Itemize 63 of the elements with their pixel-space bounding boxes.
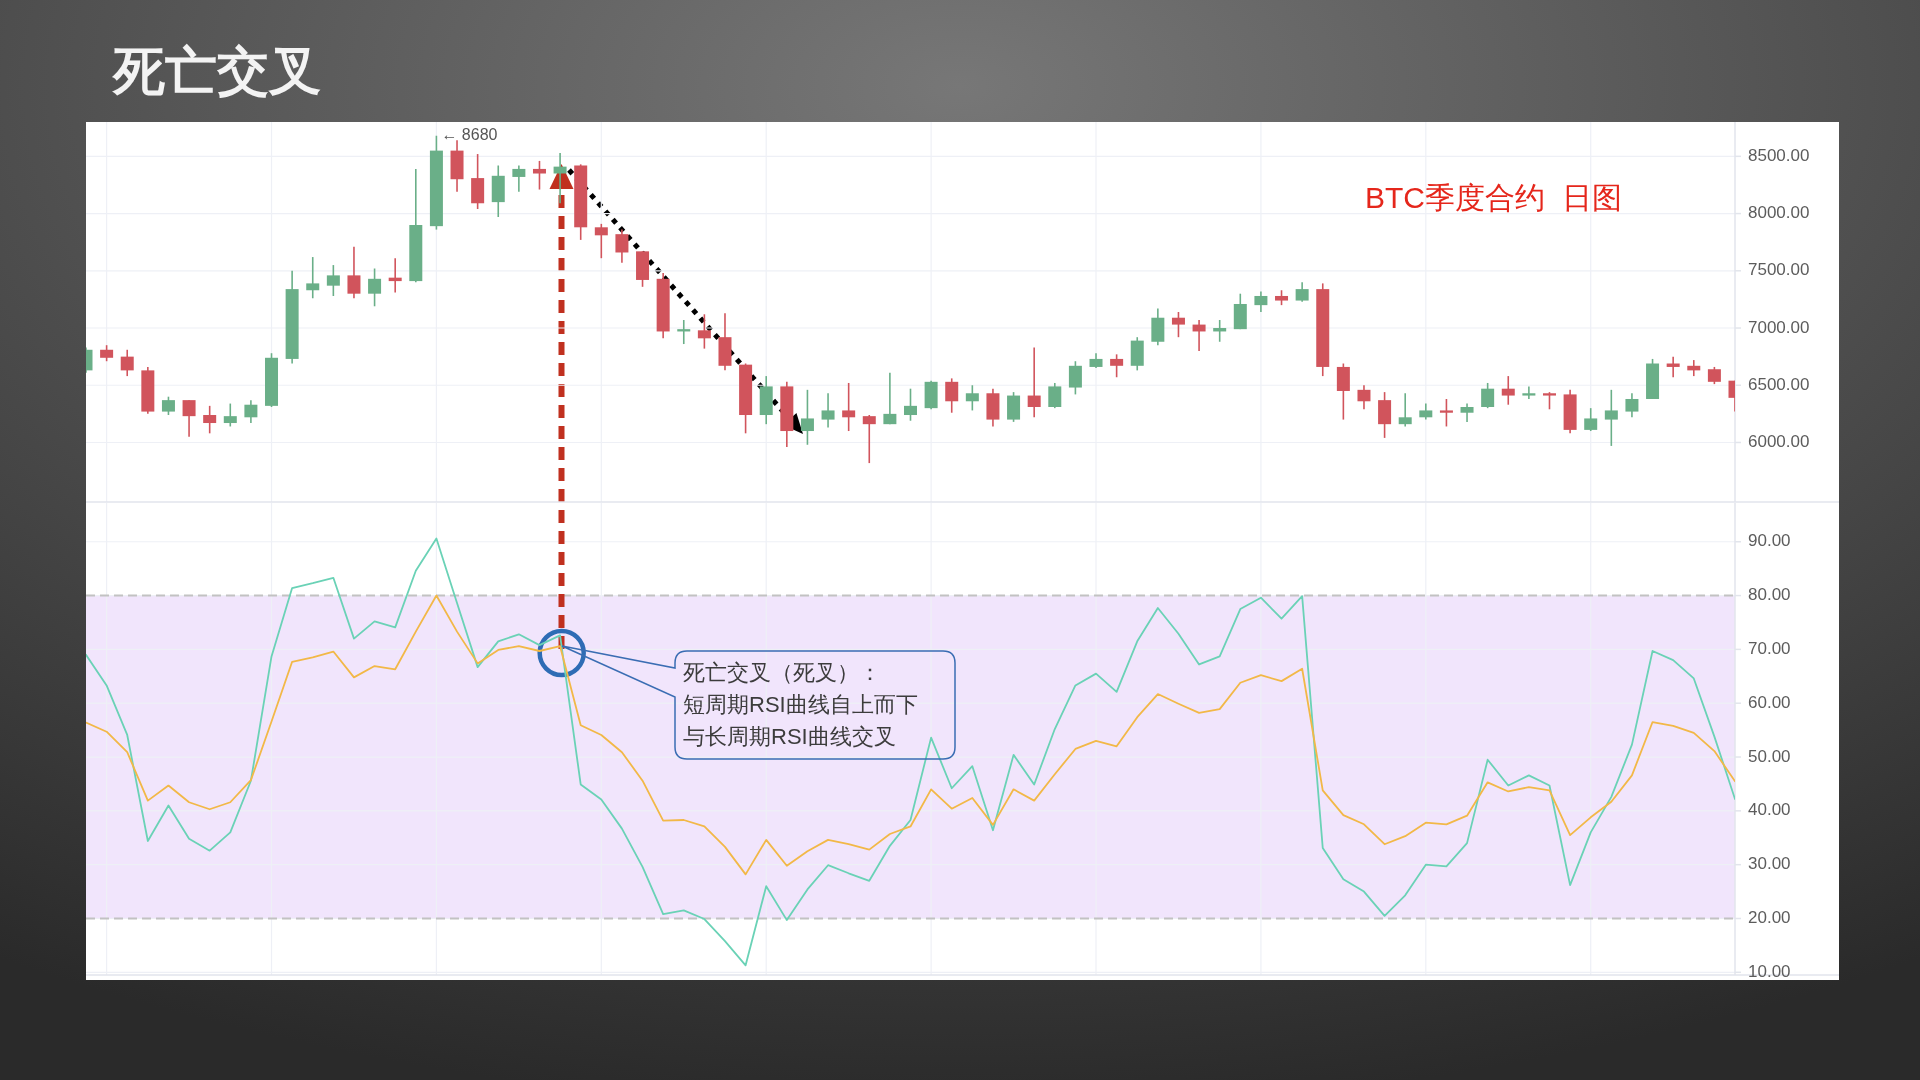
candlestick xyxy=(1398,392,1412,428)
y-tick-label: 90.00 xyxy=(1748,531,1791,551)
y-tick-label: 7500.00 xyxy=(1748,260,1810,280)
y-tick-label: 80.00 xyxy=(1748,585,1791,605)
candlestick xyxy=(347,245,361,300)
candlestick xyxy=(1625,392,1639,419)
candlestick xyxy=(965,384,979,412)
line-series xyxy=(86,537,1735,967)
candlestick xyxy=(1439,398,1453,428)
y-tick-label: 8500.00 xyxy=(1748,145,1810,165)
candlestick xyxy=(120,348,134,377)
candlestick xyxy=(1357,384,1371,411)
candlestick xyxy=(697,313,711,350)
candlestick xyxy=(1171,311,1185,338)
candlestick xyxy=(1110,353,1124,379)
candlestick xyxy=(1584,407,1598,432)
candlestick xyxy=(883,371,897,425)
candlestick xyxy=(1501,375,1515,406)
y-tick-label: 50.00 xyxy=(1748,746,1791,766)
candlestick xyxy=(904,387,917,422)
candlestick xyxy=(306,256,320,300)
candlestick xyxy=(1027,346,1041,419)
y-tick-label: 60.00 xyxy=(1748,692,1791,712)
candlestick xyxy=(203,405,217,435)
annotation: ← 8680 xyxy=(441,125,498,143)
y-tick-label: 6500.00 xyxy=(1748,374,1810,394)
candlestick xyxy=(1522,385,1536,400)
candlestick xyxy=(862,414,876,464)
candlestick xyxy=(326,264,340,297)
candlestick xyxy=(1481,382,1495,409)
candlestick xyxy=(594,223,608,259)
y-tick-label: 10.00 xyxy=(1748,961,1791,981)
candlestick xyxy=(368,267,382,308)
y-tick-label: 40.00 xyxy=(1748,800,1791,820)
candlestick xyxy=(161,395,175,416)
candlestick xyxy=(512,164,526,193)
candlestick xyxy=(800,389,814,446)
y-tick-label: 8000.00 xyxy=(1748,203,1810,223)
candlestick xyxy=(553,152,567,205)
candlestick xyxy=(1254,290,1268,313)
y-tick-label: 20.00 xyxy=(1748,907,1791,927)
candlestick xyxy=(1604,389,1618,447)
candlestick xyxy=(223,402,237,428)
y-tick-label: 6000.00 xyxy=(1748,431,1810,451)
candlestick xyxy=(182,399,196,438)
annotation: 短周期RSI曲线自上而下 xyxy=(683,692,918,717)
candlestick xyxy=(532,160,546,191)
chart-title: 死亡交叉 xyxy=(111,42,321,100)
candlestick xyxy=(821,392,835,429)
y-tick-label: 7000.00 xyxy=(1748,317,1810,337)
candlestick xyxy=(615,228,629,264)
annotation: BTC季度合约 日图 xyxy=(1365,181,1622,214)
y-tick-label: 30.00 xyxy=(1748,854,1791,874)
candlestick xyxy=(1068,360,1082,396)
annotation: 与长周期RSI曲线交叉 xyxy=(683,724,896,749)
candlestick xyxy=(1460,402,1474,423)
candlestick xyxy=(1295,281,1309,303)
candlestick xyxy=(842,382,856,432)
candlestick xyxy=(945,377,959,414)
annotation: 死亡交叉（死叉）： xyxy=(683,660,881,685)
y-tick-label: 70.00 xyxy=(1748,638,1791,658)
candlestick xyxy=(244,399,258,424)
candlestick xyxy=(1048,382,1062,409)
